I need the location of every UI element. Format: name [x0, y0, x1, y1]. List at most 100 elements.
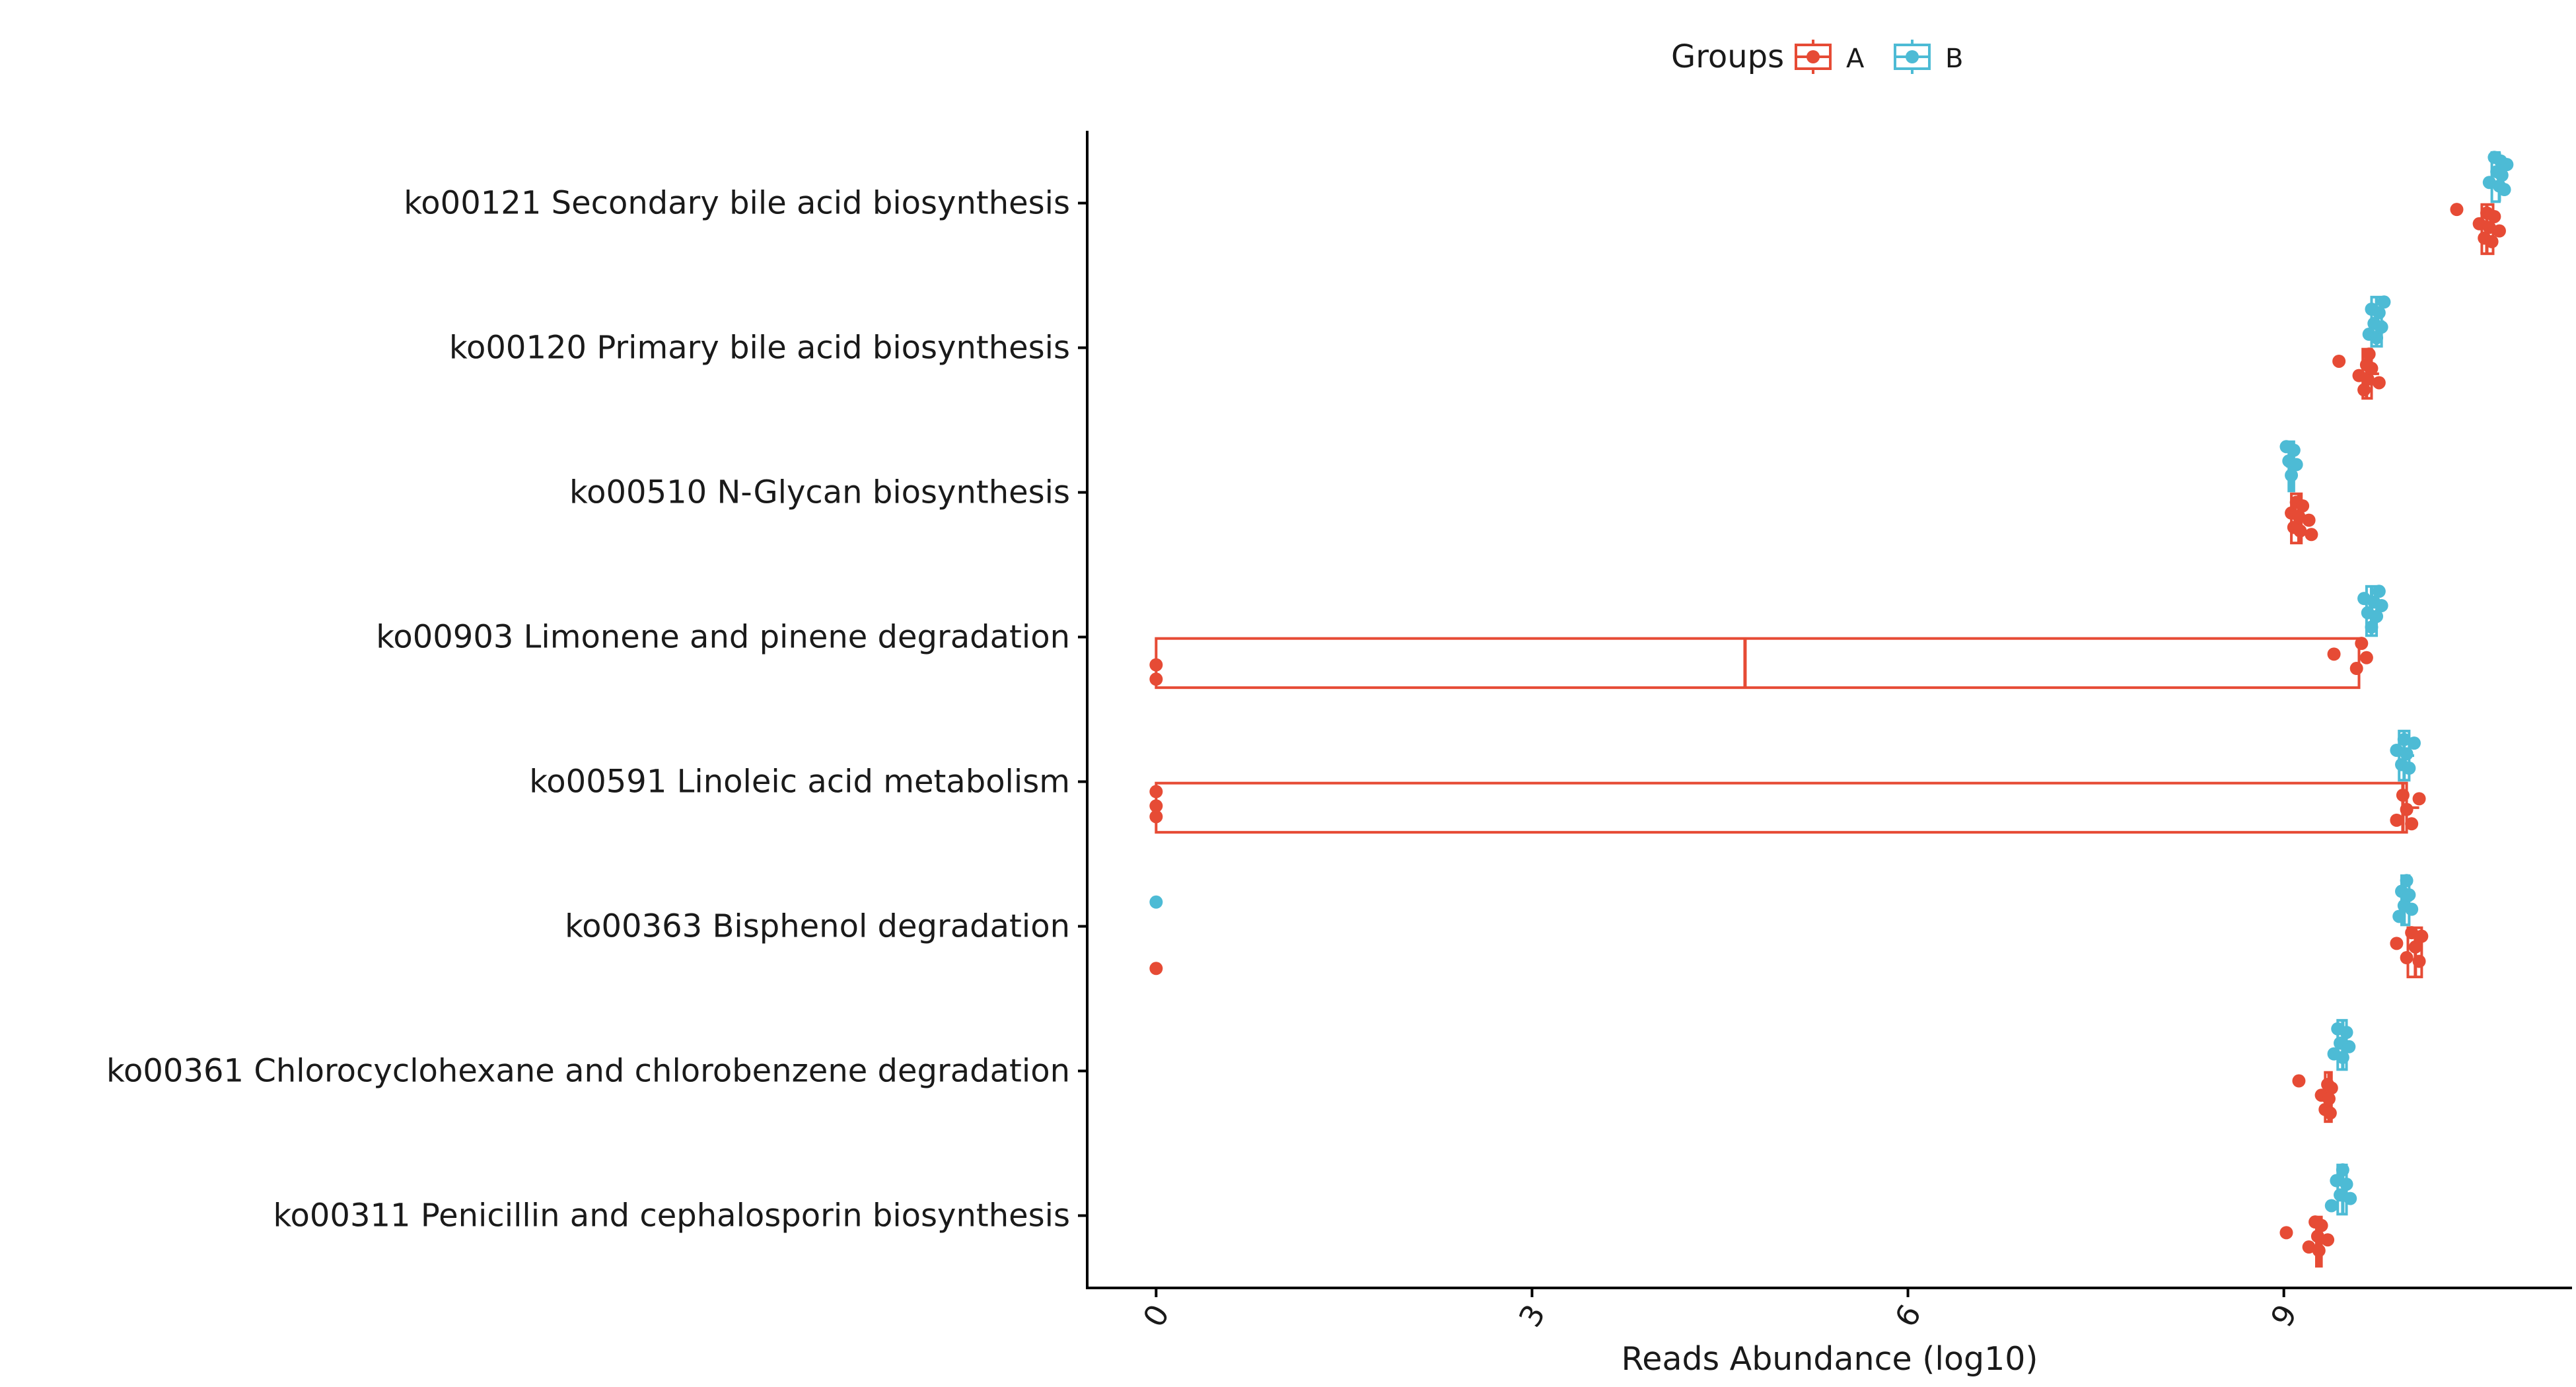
box-group-B — [1149, 874, 2419, 927]
box-group-B — [2324, 1163, 2357, 1216]
y-tick-label: ko00591 Linoleic acid metabolism — [529, 764, 1070, 800]
y-tick-label: ko00363 Bisphenol degradation — [565, 908, 1070, 945]
data-point — [2334, 1188, 2347, 1202]
legend: Groups A B — [1671, 38, 1963, 75]
box-group-A — [2450, 203, 2506, 256]
y-tick-label: ko00903 Limonene and pinene degradation — [376, 619, 1070, 656]
legend-key-A: A — [1795, 40, 1865, 74]
data-point — [2405, 926, 2419, 940]
box — [1155, 781, 2408, 834]
x-axis: 0 3 6 9 — [1136, 1288, 2304, 1333]
data-point — [2361, 373, 2375, 386]
x-tick-label: 0 — [1136, 1298, 1176, 1333]
data-point — [2407, 736, 2421, 750]
data-point — [1149, 658, 1163, 672]
plot-area — [1149, 151, 2514, 1268]
data-point — [1149, 785, 1163, 799]
data-point — [2305, 528, 2318, 542]
data-point — [2340, 1026, 2353, 1040]
data-point — [2349, 662, 2363, 676]
data-point — [2415, 929, 2429, 943]
data-point — [2392, 909, 2406, 923]
data-point — [2357, 383, 2371, 397]
data-point — [2372, 585, 2386, 598]
data-point — [2396, 788, 2410, 802]
data-point — [2372, 376, 2386, 390]
box-group-A — [2279, 1215, 2335, 1268]
data-point — [2500, 158, 2514, 172]
data-point — [2400, 951, 2414, 965]
data-point — [2302, 513, 2316, 527]
data-point — [2336, 1163, 2349, 1177]
box-group-B — [2327, 1018, 2356, 1071]
box-group-A — [1149, 637, 2373, 690]
data-point — [2370, 610, 2384, 623]
data-point — [2332, 354, 2346, 368]
data-point — [2285, 468, 2299, 482]
legend-key-point — [1807, 50, 1820, 63]
data-point — [2293, 524, 2307, 538]
box-group-A — [2285, 492, 2318, 545]
box-group-A — [1149, 781, 2426, 834]
y-tick-label: ko00311 Penicillin and cephalosporin bio… — [273, 1197, 1070, 1234]
data-point — [2412, 792, 2426, 806]
data-point — [2365, 361, 2379, 375]
legend-title: Groups — [1671, 38, 1784, 75]
data-point — [2359, 651, 2373, 664]
y-tick-label: ko00510 N-Glycan biosynthesis — [569, 474, 1070, 511]
data-point — [2357, 592, 2371, 606]
data-point — [2412, 954, 2426, 968]
y-tick-label: ko00361 Chlorocyclohexane and chlorobenz… — [106, 1053, 1070, 1090]
box-group-A — [1149, 926, 2429, 979]
data-point — [1149, 672, 1163, 686]
y-tick-label: ko00121 Secondary bile acid biosynthesis — [404, 185, 1070, 222]
data-point — [2377, 295, 2391, 309]
y-axis: ko00121 Secondary bile acid biosynthesis… — [106, 185, 1087, 1234]
data-point — [2287, 443, 2301, 457]
data-point — [2362, 347, 2376, 361]
y-tick-label: ko00120 Primary bile acid biosynthesis — [449, 330, 1070, 367]
data-point — [2492, 224, 2506, 238]
data-point — [2390, 813, 2404, 827]
data-point — [2482, 221, 2496, 234]
data-point — [2336, 1051, 2349, 1065]
data-point — [1149, 962, 1163, 976]
box-group-B — [2482, 151, 2514, 203]
data-point — [2324, 1199, 2338, 1213]
data-point — [2343, 1191, 2357, 1205]
data-point — [2342, 1040, 2356, 1053]
data-point — [2402, 762, 2416, 775]
data-point — [2450, 203, 2464, 217]
data-point — [2279, 1226, 2293, 1240]
data-point — [2302, 1240, 2316, 1254]
data-point — [2495, 168, 2509, 182]
data-point — [2321, 1233, 2335, 1247]
x-tick-label: 6 — [1888, 1298, 1928, 1333]
data-point — [2323, 1106, 2337, 1120]
data-point — [2485, 234, 2499, 248]
data-point — [2365, 620, 2379, 634]
data-point — [2340, 1177, 2353, 1191]
data-point — [2375, 320, 2388, 334]
data-point — [2330, 1174, 2343, 1188]
data-point — [2296, 499, 2310, 513]
data-point — [2370, 331, 2384, 345]
data-point — [2355, 637, 2369, 651]
box — [1155, 637, 2361, 690]
data-point — [2372, 306, 2386, 320]
box-group-B — [2362, 295, 2391, 348]
data-point — [2472, 217, 2486, 231]
box-group-A — [2292, 1071, 2338, 1123]
data-point — [2322, 1092, 2336, 1106]
data-point — [2482, 176, 2496, 190]
data-point — [2292, 1074, 2306, 1088]
data-point — [1149, 799, 1163, 813]
box-group-B — [2357, 585, 2388, 637]
box-group-B — [2390, 729, 2421, 782]
data-point — [1149, 895, 1163, 909]
data-point — [2405, 817, 2419, 831]
data-point — [2375, 598, 2388, 612]
data-point — [2400, 802, 2414, 816]
legend-key-B: B — [1894, 40, 1963, 74]
